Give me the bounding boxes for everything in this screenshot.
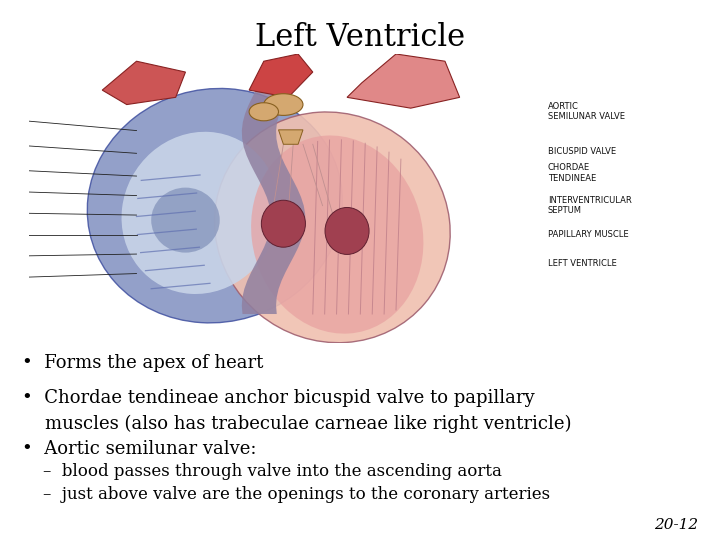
Ellipse shape: [122, 132, 279, 294]
Text: BICUSPID VALVE: BICUSPID VALVE: [548, 147, 616, 156]
Text: •  Aortic semilunar valve:: • Aortic semilunar valve:: [22, 440, 256, 458]
Text: LEFT VENTRICLE: LEFT VENTRICLE: [548, 259, 616, 268]
Ellipse shape: [87, 89, 343, 323]
Text: 20-12: 20-12: [654, 518, 698, 532]
Ellipse shape: [151, 187, 220, 253]
Ellipse shape: [215, 112, 450, 343]
Ellipse shape: [325, 207, 369, 254]
Polygon shape: [347, 54, 459, 108]
Text: PAPILLARY MUSCLE: PAPILLARY MUSCLE: [548, 230, 629, 239]
Ellipse shape: [261, 200, 305, 247]
Text: –  blood passes through valve into the ascending aorta: – blood passes through valve into the as…: [43, 463, 502, 480]
Text: INTERVENTRICULAR
SEPTUM: INTERVENTRICULAR SEPTUM: [548, 196, 631, 215]
Text: –  just above valve are the openings to the coronary arteries: – just above valve are the openings to t…: [43, 486, 550, 503]
Text: muscles (also has trabeculae carneae like right ventricle): muscles (also has trabeculae carneae lik…: [22, 415, 571, 433]
Polygon shape: [102, 61, 186, 105]
Text: CHORDAE
TENDINEAE: CHORDAE TENDINEAE: [548, 164, 596, 183]
Ellipse shape: [251, 136, 423, 334]
Text: Left Ventricle: Left Ventricle: [255, 22, 465, 52]
Text: •  Forms the apex of heart: • Forms the apex of heart: [22, 354, 263, 372]
Ellipse shape: [249, 103, 279, 121]
Text: AORTIC
SEMILUNAR VALVE: AORTIC SEMILUNAR VALVE: [548, 102, 625, 122]
Polygon shape: [249, 54, 312, 97]
Text: •  Chordae tendineae anchor bicuspid valve to papillary: • Chordae tendineae anchor bicuspid valv…: [22, 389, 534, 407]
Polygon shape: [279, 130, 303, 144]
Ellipse shape: [264, 94, 303, 116]
